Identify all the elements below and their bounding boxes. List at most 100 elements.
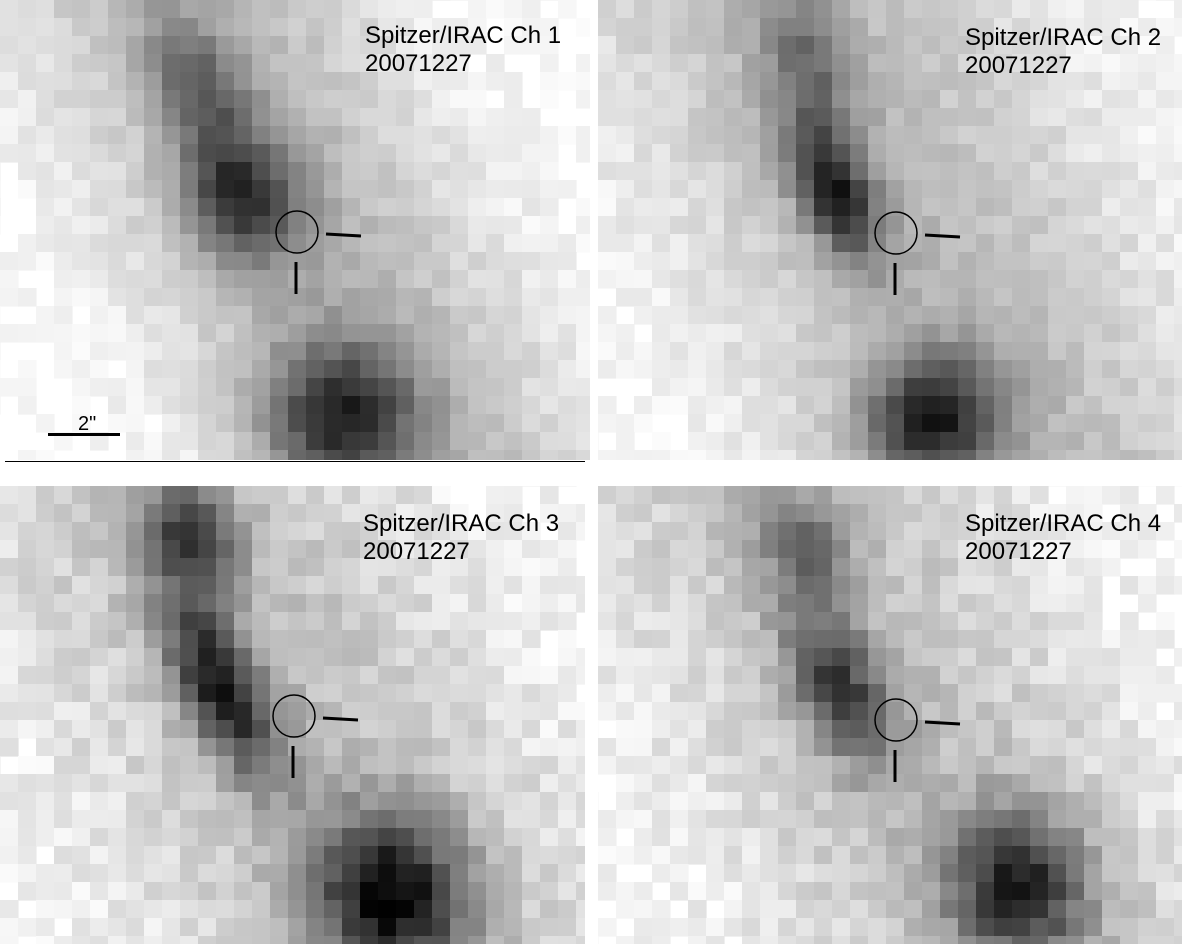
image-pixel (1102, 396, 1121, 415)
image-pixel (1012, 846, 1031, 865)
image-pixel (342, 882, 361, 901)
image-pixel (1012, 828, 1031, 847)
image-pixel (958, 558, 977, 577)
image-pixel (72, 180, 91, 199)
image-pixel (976, 432, 995, 451)
image-pixel (324, 738, 343, 757)
image-pixel (252, 936, 271, 944)
image-pixel (1084, 90, 1103, 109)
image-pixel (54, 864, 73, 883)
image-pixel (832, 828, 851, 847)
image-pixel (1120, 486, 1139, 505)
image-pixel (36, 666, 55, 685)
irac-ch2-image (598, 0, 1182, 460)
image-pixel (252, 810, 271, 829)
image-pixel (976, 774, 995, 793)
image-pixel (652, 54, 671, 73)
image-pixel (108, 648, 127, 667)
image-pixel (414, 72, 433, 91)
image-pixel (1030, 774, 1049, 793)
image-pixel (706, 216, 725, 235)
image-pixel (396, 324, 415, 343)
image-pixel (670, 504, 689, 523)
image-pixel (652, 684, 671, 703)
image-pixel (634, 828, 653, 847)
image-pixel (126, 360, 145, 379)
image-pixel (1030, 810, 1049, 829)
image-pixel (558, 450, 577, 460)
image-pixel (558, 540, 577, 559)
image-pixel (598, 306, 617, 325)
image-pixel (1138, 882, 1157, 901)
image-pixel (958, 918, 977, 937)
image-pixel (1120, 648, 1139, 667)
image-pixel (742, 738, 761, 757)
image-pixel (706, 810, 725, 829)
image-pixel (0, 918, 19, 937)
image-pixel (760, 54, 779, 73)
image-pixel (886, 54, 905, 73)
image-pixel (940, 342, 959, 361)
image-pixel (162, 504, 181, 523)
image-pixel (1138, 198, 1157, 217)
image-pixel (1030, 252, 1049, 271)
image-pixel (126, 774, 145, 793)
image-pixel (994, 324, 1013, 343)
image-pixel (72, 486, 91, 505)
image-pixel (234, 54, 253, 73)
image-pixel (868, 864, 887, 883)
image-pixel (162, 846, 181, 865)
image-pixel (868, 126, 887, 145)
image-pixel (486, 180, 505, 199)
image-pixel (1084, 540, 1103, 559)
image-pixel (468, 360, 487, 379)
image-pixel (540, 0, 559, 1)
image-pixel (922, 594, 941, 613)
image-pixel (634, 0, 653, 19)
image-pixel (688, 756, 707, 775)
image-pixel (1030, 648, 1049, 667)
image-pixel (904, 720, 923, 739)
image-pixel (1138, 126, 1157, 145)
image-pixel (1030, 450, 1049, 460)
image-pixel (1156, 558, 1175, 577)
image-pixel (1174, 810, 1182, 829)
image-pixel (198, 414, 217, 433)
image-pixel (922, 450, 941, 460)
image-pixel (324, 432, 343, 451)
image-pixel (670, 558, 689, 577)
image-pixel (796, 18, 815, 37)
image-pixel (1156, 792, 1175, 811)
image-pixel (288, 630, 307, 649)
image-pixel (108, 630, 127, 649)
panel-title: Spitzer/IRAC Ch 3 (363, 510, 560, 537)
image-pixel (126, 828, 145, 847)
image-pixel (1138, 576, 1157, 595)
image-pixel (1156, 306, 1175, 325)
image-pixel (378, 666, 397, 685)
image-pixel (216, 558, 235, 577)
image-pixel (616, 882, 635, 901)
image-pixel (288, 576, 307, 595)
image-pixel (850, 396, 869, 415)
image-pixel (1012, 252, 1031, 271)
image-pixel (886, 936, 905, 944)
image-pixel (216, 270, 235, 289)
image-pixel (558, 342, 577, 361)
image-pixel (198, 756, 217, 775)
image-pixel (760, 900, 779, 919)
image-pixel (724, 486, 743, 505)
image-pixel (234, 324, 253, 343)
image-pixel (922, 288, 941, 307)
image-pixel (940, 684, 959, 703)
image-pixel (922, 846, 941, 865)
image-pixel (616, 720, 635, 739)
image-pixel (270, 810, 289, 829)
image-pixel (778, 360, 797, 379)
image-pixel (54, 144, 73, 163)
image-pixel (850, 18, 869, 37)
image-pixel (54, 594, 73, 613)
image-pixel (360, 684, 379, 703)
image-pixel (504, 18, 523, 37)
image-pixel (724, 18, 743, 37)
